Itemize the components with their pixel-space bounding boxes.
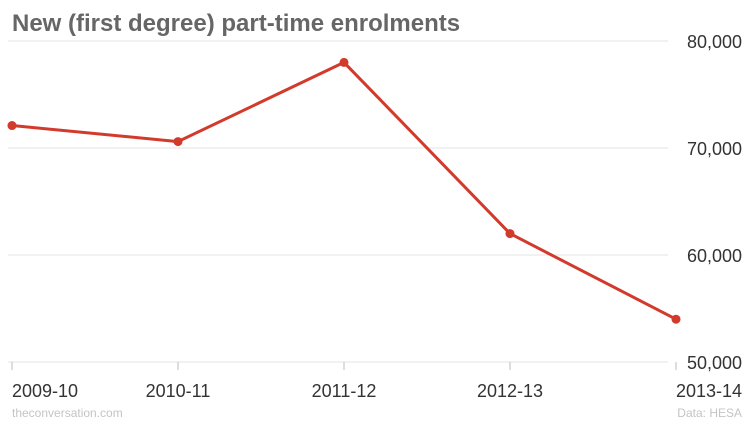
x-tick-label: 2013-14 — [676, 381, 742, 401]
y-tick-label: 80,000 — [687, 32, 742, 52]
data-point — [339, 57, 349, 67]
data-point — [173, 137, 183, 147]
x-tick-label: 2009-10 — [12, 381, 78, 401]
x-tick-label: 2012-13 — [477, 381, 543, 401]
x-tick-label: 2011-12 — [312, 381, 377, 401]
data-credit-label: Data: HESA — [677, 406, 742, 420]
x-tick-label: 2010-11 — [146, 381, 211, 401]
y-tick-label: 70,000 — [687, 139, 742, 159]
chart-title: New (first degree) part-time enrolments — [12, 10, 461, 37]
y-tick-label: 60,000 — [687, 246, 742, 266]
source-site-label: theconversation.com — [12, 406, 123, 420]
data-point — [671, 314, 681, 324]
data-point — [505, 229, 515, 239]
series-line — [11, 60, 677, 321]
y-tick-label: 50,000 — [687, 353, 742, 373]
data-point — [7, 121, 17, 131]
